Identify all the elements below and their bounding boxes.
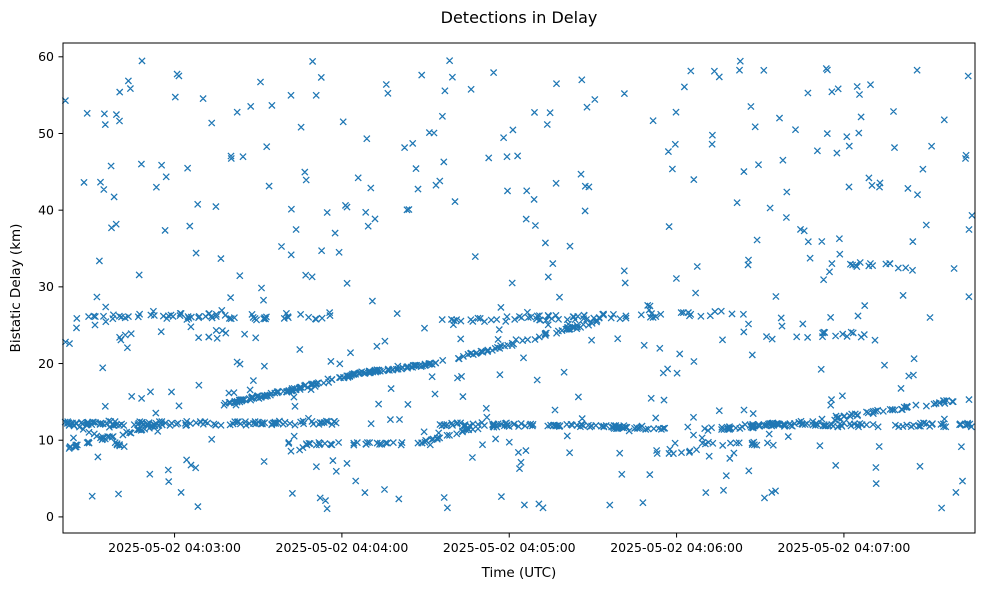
axes-frame [62, 42, 976, 534]
x-tick-label: 2025-05-02 04:07:00 [778, 540, 911, 555]
scatter-markers [61, 57, 976, 513]
y-tick-label: 10 [38, 433, 54, 448]
y-tick-label: 30 [38, 279, 54, 294]
y-axis-label: Bistatic Delay (km) [8, 223, 24, 353]
x-axis-label: Time (UTC) [481, 565, 557, 581]
chart-title: Detections in Delay [440, 8, 598, 27]
y-tick-label: 0 [46, 509, 54, 524]
x-tick-label: 2025-05-02 04:03:00 [108, 540, 241, 555]
x-tick-label: 2025-05-02 04:04:00 [276, 540, 409, 555]
y-tick-label: 20 [38, 356, 54, 371]
x-tick-label: 2025-05-02 04:06:00 [610, 540, 743, 555]
y-tick-label: 40 [38, 202, 54, 217]
y-tick-label: 60 [38, 49, 54, 64]
x-tick-label: 2025-05-02 04:05:00 [443, 540, 576, 555]
y-tick-label: 50 [38, 126, 54, 141]
